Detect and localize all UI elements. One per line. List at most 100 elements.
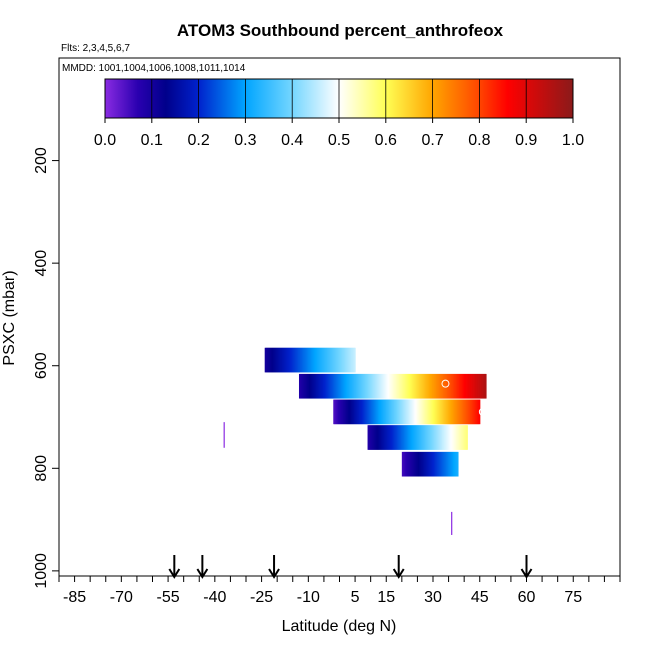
colorbar-tick-label: 0.2 — [187, 132, 209, 149]
data-cell — [427, 399, 430, 425]
colorbar-tick-label: 1.0 — [562, 132, 584, 149]
data-cell — [275, 347, 278, 373]
data-cell — [456, 373, 459, 399]
data-cell — [450, 451, 453, 477]
data-cell — [273, 347, 276, 373]
data-cell — [410, 399, 413, 425]
data-cell — [354, 399, 356, 425]
data-cell — [472, 373, 475, 399]
data-cell — [386, 373, 389, 399]
y-tick-label: 400 — [33, 250, 50, 277]
data-cell — [416, 399, 419, 425]
data-cell — [464, 373, 467, 399]
x-tick-label: 75 — [564, 589, 582, 606]
data-cell — [302, 347, 305, 373]
data-cell — [409, 425, 412, 450]
data-band — [298, 373, 487, 399]
data-cell — [289, 347, 292, 373]
data-cell — [426, 425, 428, 450]
data-cell — [456, 399, 459, 425]
dates-label: MMDD: 1001,1004,1006,1008,1011,1014 — [62, 63, 246, 74]
data-cell — [320, 373, 323, 399]
data-cell — [408, 425, 411, 450]
data-cell — [306, 347, 309, 373]
colorbar-tick-label: 0.9 — [515, 132, 537, 149]
data-cell — [407, 425, 410, 450]
data-cell — [285, 347, 288, 373]
data-cell — [332, 347, 335, 373]
data-cell — [422, 399, 425, 425]
data-cell — [411, 451, 414, 477]
data-cell — [391, 425, 394, 450]
data-cell — [424, 373, 427, 399]
data-cell — [452, 399, 455, 425]
data-cell — [437, 373, 440, 399]
data-cell — [351, 347, 353, 373]
data-cell — [388, 425, 391, 450]
data-cell — [405, 425, 408, 450]
data-cell — [370, 425, 373, 450]
data-cell — [446, 399, 449, 425]
data-cell — [333, 373, 336, 399]
data-cell — [451, 373, 454, 399]
data-cell — [432, 399, 435, 425]
data-cell — [404, 425, 407, 450]
data-cell — [425, 425, 427, 450]
arrow-head — [520, 568, 533, 579]
data-cell — [418, 451, 421, 477]
data-cell — [417, 373, 420, 399]
data-cell — [347, 399, 349, 425]
data-cell — [342, 347, 344, 373]
data-cell — [397, 399, 400, 425]
data-cell — [414, 425, 417, 450]
data-cell — [428, 373, 431, 399]
data-cell — [437, 425, 439, 450]
data-cell — [418, 399, 421, 425]
data-cell — [384, 425, 387, 450]
data-cell — [344, 399, 346, 425]
data-cell — [470, 399, 473, 425]
data-cell — [433, 373, 436, 399]
data-cell — [316, 347, 319, 373]
data-cell — [448, 451, 451, 477]
data-cell — [414, 399, 417, 425]
data-cell — [426, 451, 429, 477]
data-cell — [378, 373, 381, 399]
data-cell — [369, 425, 372, 450]
data-cell — [278, 347, 281, 373]
data-cell — [389, 373, 392, 399]
data-cell — [390, 373, 393, 399]
data-cell — [404, 451, 407, 477]
data-cell — [300, 347, 303, 373]
data-cell — [385, 399, 388, 425]
data-cell — [444, 451, 447, 477]
data-cell — [393, 399, 396, 425]
data-cell — [312, 373, 315, 399]
data-cell — [424, 399, 427, 425]
x-tick-label: 30 — [424, 589, 442, 606]
data-cell — [319, 373, 322, 399]
flights-label: Flts: 2,3,4,5,6,7 — [61, 43, 130, 54]
data-cell — [375, 399, 378, 425]
data-cell — [365, 399, 367, 425]
data-cell — [436, 425, 438, 450]
data-cell — [321, 347, 324, 373]
data-cell — [443, 373, 446, 399]
data-cell — [347, 347, 349, 373]
data-cell — [415, 373, 418, 399]
data-cell — [334, 373, 337, 399]
data-cell — [295, 347, 298, 373]
data-cell — [422, 451, 425, 477]
data-cell — [451, 399, 454, 425]
data-cell — [419, 373, 422, 399]
data-cell — [314, 373, 317, 399]
data-cell — [483, 373, 486, 399]
data-cell — [410, 425, 413, 450]
data-cell — [447, 373, 450, 399]
data-cell — [449, 399, 452, 425]
colorbar-tick-label: 0.8 — [468, 132, 490, 149]
latitude-arrow — [520, 555, 533, 579]
data-cell — [367, 425, 370, 450]
data-cell — [359, 399, 361, 425]
data-cell — [386, 425, 389, 450]
